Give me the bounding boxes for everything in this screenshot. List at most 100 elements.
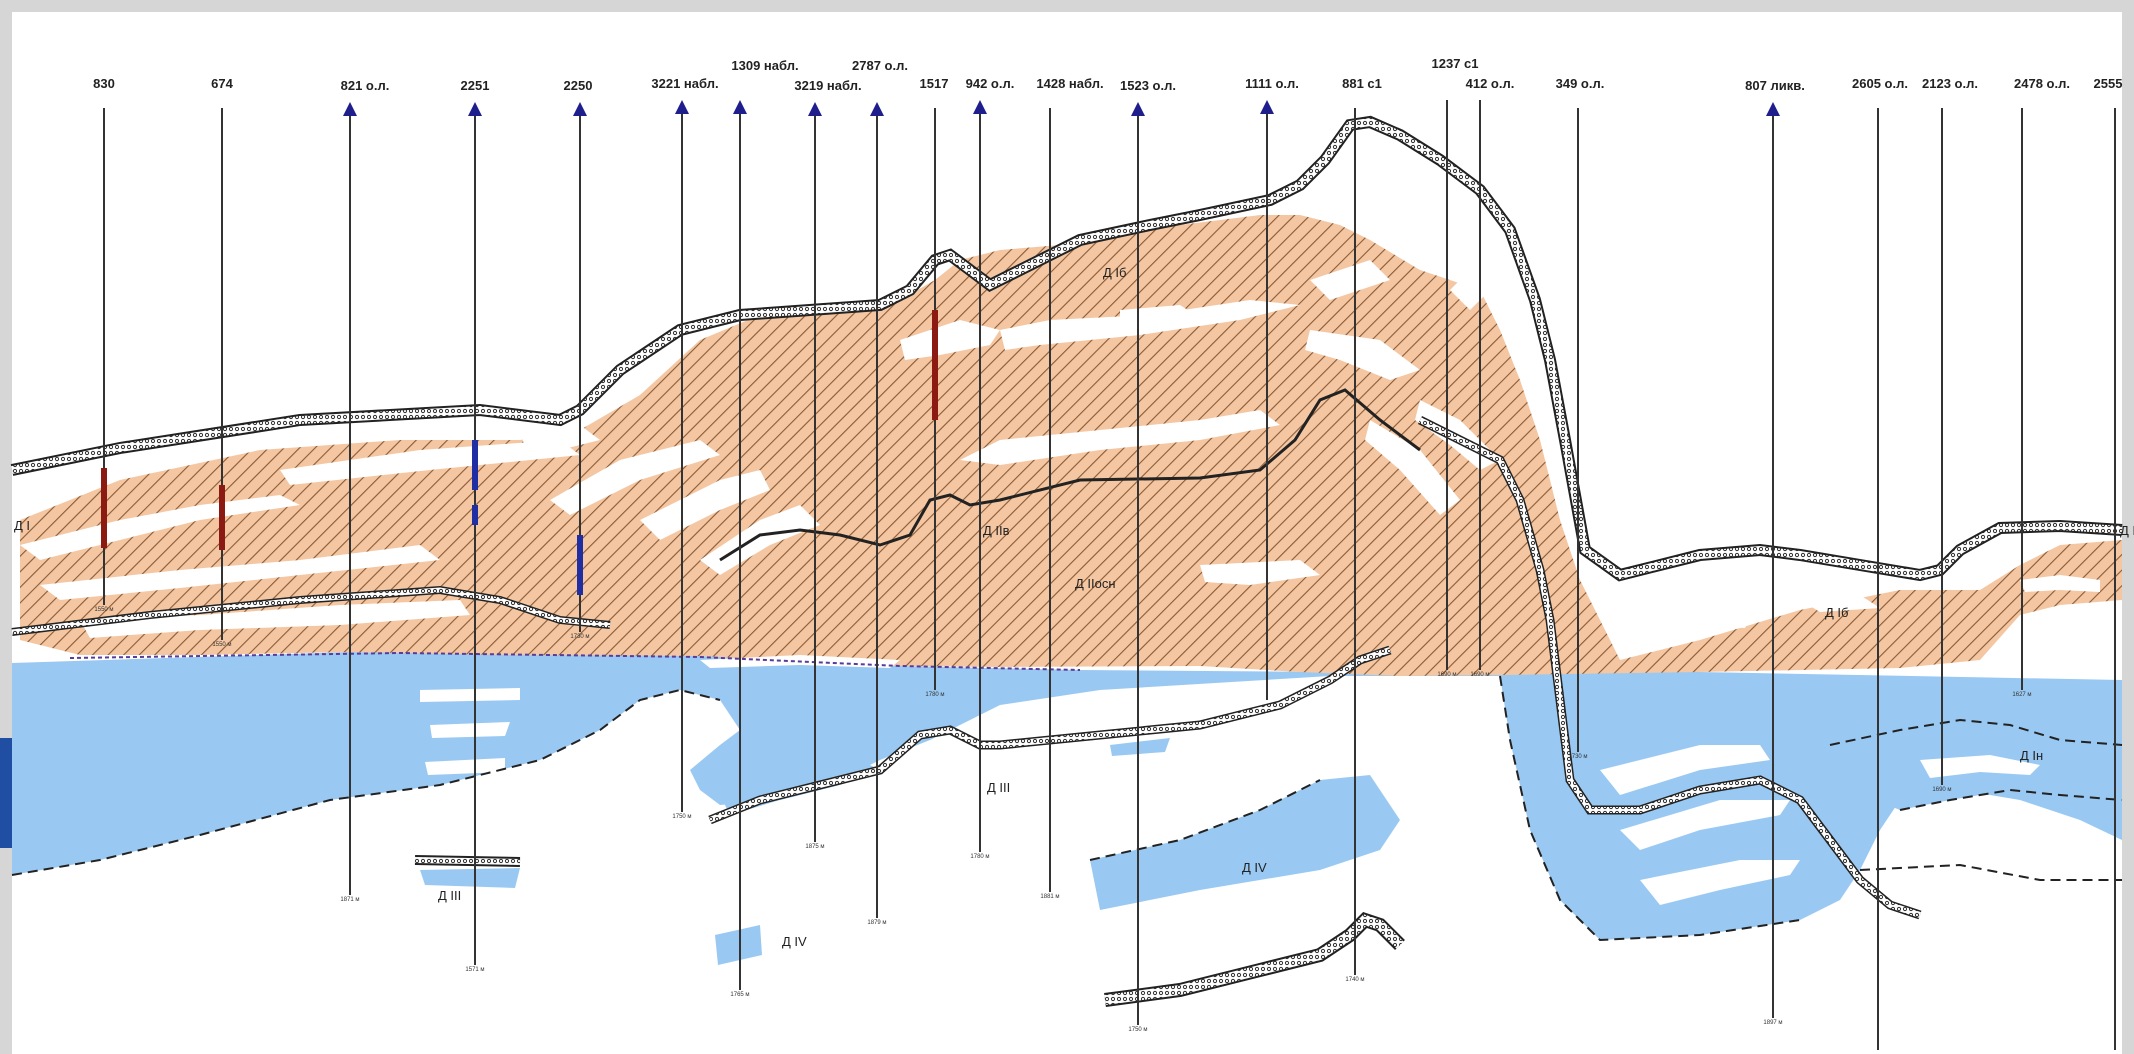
well-depth-label: 1875 м [805, 844, 824, 850]
well-10: 1517 1780 м [920, 76, 949, 698]
triangle-up-icon [733, 100, 747, 114]
water-zone-dIII-left [420, 868, 520, 888]
well-depth-label: 1690 м [1932, 787, 1951, 793]
well-label: 821 о.л. [341, 78, 390, 93]
well-depth-label: 1780 м [925, 692, 944, 698]
well-label: 1111 о.л. [1245, 76, 1299, 91]
water-zone-small-1 [1110, 738, 1170, 756]
label-dIn: Д Iн [2020, 748, 2043, 763]
well-label: 1309 набл. [731, 58, 798, 73]
well-depth-label: 1871 м [340, 897, 359, 903]
well-depth-label: 1690 м [1470, 672, 1489, 678]
water-zone-dIV-center [1090, 775, 1400, 910]
well-label: 2250 [564, 78, 593, 93]
well-13: 1523 о.л. 1750 м [1120, 78, 1176, 1033]
triangle-up-icon [870, 102, 884, 116]
label-dIb-right: Д Iб [1825, 605, 1848, 620]
well-1: 830 1550 м [93, 76, 115, 613]
well-8: 3219 набл. 1875 м [794, 78, 861, 850]
triangle-up-icon [1260, 100, 1274, 114]
well-depth-label: 1780 м [970, 854, 989, 860]
well-7: 1309 набл. 1765 м [730, 58, 798, 998]
well-label: 2478 о.л. [2014, 76, 2070, 91]
label-dIb: Д Iб [1103, 265, 1126, 280]
triangle-up-icon [808, 102, 822, 116]
perforation-interval [577, 535, 583, 595]
triangle-up-icon [1766, 102, 1780, 116]
well-19: 807 ликв. 1897 м [1745, 78, 1805, 1026]
label-dIV-left: Д IV [782, 934, 807, 949]
well-label: 807 ликв. [1745, 78, 1805, 93]
perforation-interval [101, 468, 107, 548]
water-zone-main [12, 652, 2122, 940]
water-gaps [420, 688, 2040, 905]
label-dIV-edge: Д IV [2120, 523, 2134, 538]
well-label: 2605 о.л. [1852, 76, 1908, 91]
label-dI: Д I [14, 518, 30, 533]
well-depth-label: 1730 м [570, 634, 589, 640]
well-depth-label: 1730 м [1568, 754, 1587, 760]
well-12: 1428 набл. 1881 м [1036, 76, 1103, 900]
triangle-up-icon [343, 102, 357, 116]
perforation-interval [472, 440, 478, 490]
well-23: 2555 [2094, 76, 2123, 1050]
well-label: 1517 [920, 76, 949, 91]
well-5: 2250 1730 м [564, 78, 593, 640]
label-dIV-center: Д IV [1242, 860, 1267, 875]
well-label: 2555 [2094, 76, 2123, 91]
well-label: 674 [211, 76, 233, 91]
well-22: 2478 о.л. 1627 м [2012, 76, 2070, 698]
formation-labels: Д I Д Iб Д IIв Д IV Д IIосн Д III Д III … [14, 265, 2134, 949]
well-depth-label: 1750 м [672, 814, 691, 820]
well-11: 942 о.л. 1780 м [966, 76, 1015, 860]
perforation-interval [932, 310, 938, 420]
label-dIIv: Д IIв [983, 523, 1010, 538]
well-14: 1111 о.л. [1245, 76, 1299, 700]
well-depth-label: 1550 м [94, 607, 113, 613]
slide-side-tab [0, 738, 12, 848]
triangle-up-icon [675, 100, 689, 114]
well-depth-label: 1881 м [1040, 894, 1059, 900]
well-label: 2787 о.л. [852, 58, 908, 73]
well-label: 2251 [461, 78, 490, 93]
well-depth-label: 1627 м [2012, 692, 2031, 698]
wells: 830 1550 м 674 1550 м 821 о.л. 1871 м 2251 1571… [93, 56, 2122, 1050]
well-label: 1237 с1 [1432, 56, 1479, 71]
triangle-up-icon [468, 102, 482, 116]
well-depth-label: 1897 м [1763, 1020, 1782, 1026]
well-9: 2787 о.л. 1879 м [852, 58, 908, 926]
well-6: 3221 набл. 1750 м [651, 76, 718, 820]
well-depth-label: 1690 м [1437, 672, 1456, 678]
well-label: 3221 набл. [651, 76, 718, 91]
well-20: 2605 о.л. [1852, 76, 1908, 1050]
label-dIII-left: Д III [438, 888, 461, 903]
dIIv-line [719, 388, 1421, 562]
well-depth-label: 1879 м [867, 920, 886, 926]
well-label: 881 с1 [1342, 76, 1382, 91]
well-21: 2123 о.л. 1690 м [1922, 76, 1978, 793]
well-2: 674 1550 м [211, 76, 233, 648]
well-depth-label: 1740 м [1345, 977, 1364, 983]
well-label: 3219 набл. [794, 78, 861, 93]
triangle-up-icon [1131, 102, 1145, 116]
well-label: 412 о.л. [1466, 76, 1515, 91]
water-zone-dIV-left [715, 925, 762, 965]
label-dIII-mid: Д III [987, 780, 1010, 795]
well-16: 1237 с1 1690 м [1432, 56, 1479, 678]
perforation-interval [219, 485, 225, 550]
perforation-interval [472, 505, 478, 525]
well-depth-label: 1550 м [212, 642, 231, 648]
well-label: 942 о.л. [966, 76, 1015, 91]
well-18: 349 о.л. 1730 м [1556, 76, 1605, 760]
well-3: 821 о.л. 1871 м [340, 78, 389, 903]
well-depth-label: 1765 м [730, 992, 749, 998]
triangle-up-icon [973, 100, 987, 114]
well-label: 830 [93, 76, 115, 91]
well-depth-label: 1750 м [1128, 1027, 1147, 1033]
well-depth-label: 1571 м [465, 967, 484, 973]
label-dIIosn: Д IIосн [1075, 576, 1116, 591]
triangle-up-icon [573, 102, 587, 116]
well-17: 412 о.л. 1690 м [1466, 76, 1515, 678]
well-4: 2251 1571 м [461, 78, 490, 973]
